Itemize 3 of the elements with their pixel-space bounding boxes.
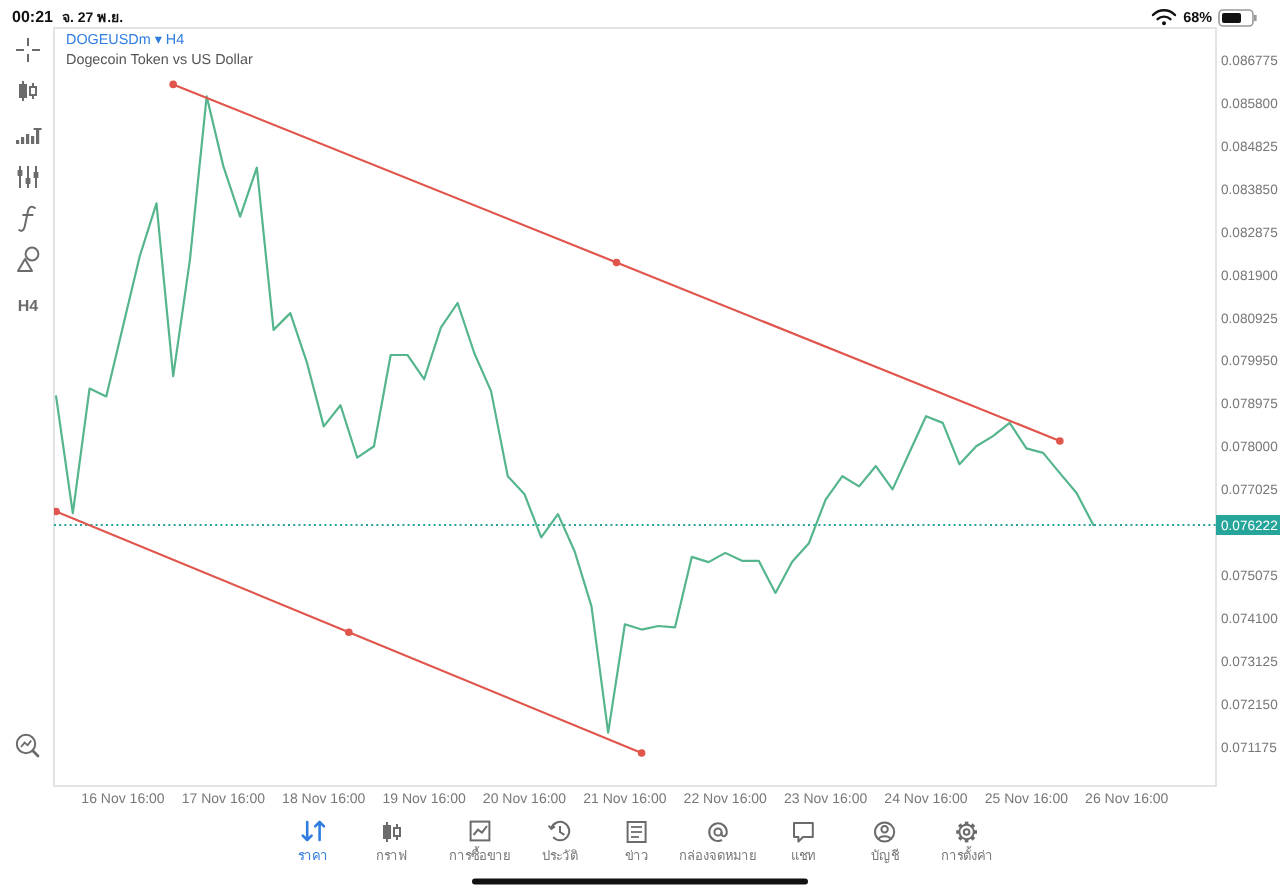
text: 00:21 [12, 8, 55, 26]
line-series [54, 95, 1095, 734]
text: H4 [17, 297, 40, 315]
